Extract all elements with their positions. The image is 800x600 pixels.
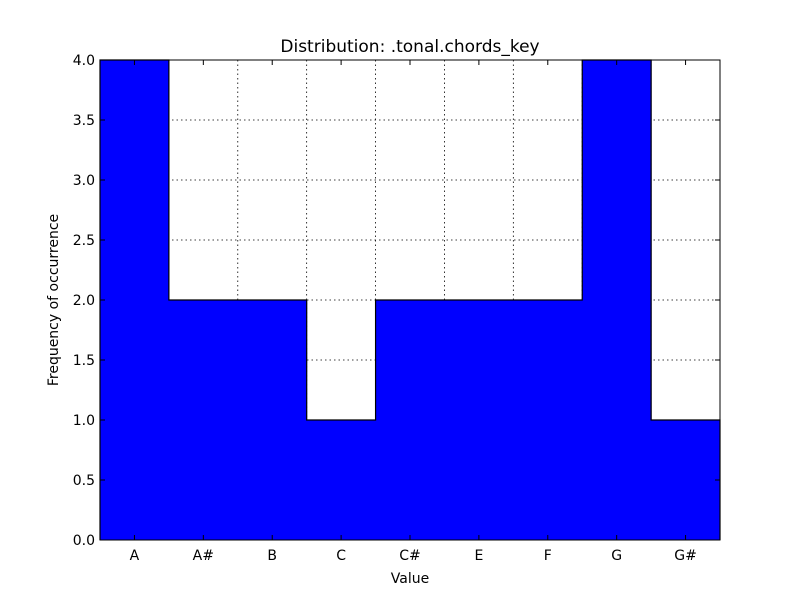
bar-b: [237, 300, 308, 540]
bar-a: [100, 60, 170, 540]
y-tick-label: 1.0: [73, 413, 95, 429]
x-tick-label: C#: [399, 548, 421, 564]
y-tick-label: 2.5: [73, 233, 95, 249]
y-tick-label: 0.5: [73, 473, 95, 489]
x-tick-label: E: [474, 548, 483, 564]
x-tick-label: F: [544, 548, 552, 564]
bars: [99, 59, 721, 540]
bar-c: [306, 420, 377, 540]
y-tick-label: 2.0: [73, 293, 95, 309]
x-axis-title: Value: [391, 571, 429, 587]
x-tick-label: G: [611, 548, 622, 564]
chart-title: Distribution: .tonal.chords_key: [280, 37, 539, 57]
x-tick-label: B: [267, 548, 277, 564]
bar-outline-step: [99, 59, 721, 540]
y-tick-label: 3.0: [73, 173, 95, 189]
y-tick-label: 0.0: [73, 533, 95, 549]
bar-a-sharp: [168, 300, 239, 540]
x-tick-label: A: [130, 548, 140, 564]
y-tick-label: 3.5: [73, 113, 95, 129]
bar-g: [582, 60, 652, 540]
x-tick-labels: A A# B C C# E F G G#: [130, 548, 697, 564]
y-tick-label: 1.5: [73, 353, 95, 369]
x-tick-label: A#: [193, 548, 214, 564]
axis-ticks: [100, 59, 720, 541]
y-tick-label: 4.0: [73, 53, 95, 69]
bar-g-sharp: [651, 420, 721, 540]
y-axis-title: Frequency of occurrence: [46, 214, 62, 386]
x-tick-label: C: [336, 548, 346, 564]
bar-c-sharp: [375, 300, 445, 540]
x-tick-label: G#: [674, 548, 697, 564]
bar-e: [444, 300, 514, 540]
y-tick-labels: 0.0 0.5 1.0 1.5 2.0 2.5 3.0 3.5 4.0: [73, 53, 95, 549]
bar-f: [513, 300, 583, 540]
